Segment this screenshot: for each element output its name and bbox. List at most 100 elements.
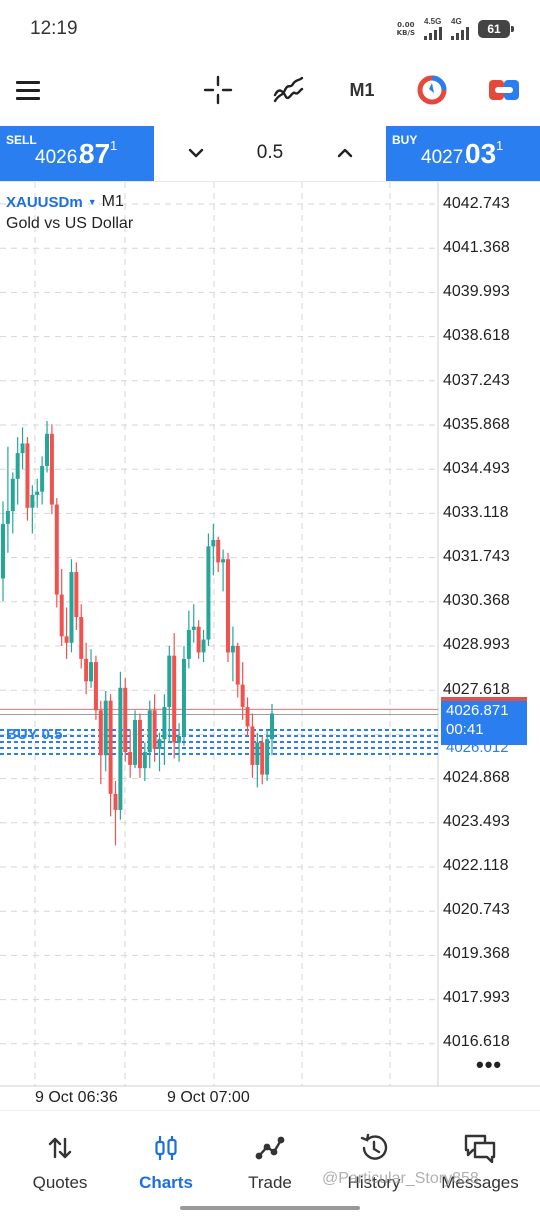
candle-body — [157, 739, 162, 749]
symbol-name: XAUUSDm — [6, 193, 83, 211]
candle-body — [152, 710, 157, 749]
price-tick-label: 4019.368 — [443, 945, 510, 962]
candle-body — [64, 636, 69, 643]
candle-body — [59, 594, 64, 637]
candle-body — [74, 572, 79, 618]
net-speed: 0.00 KB/S — [397, 21, 415, 37]
battery-level: 61 — [487, 22, 501, 36]
candle-body — [30, 494, 35, 508]
candle-body — [103, 700, 108, 756]
nav-quotes[interactable]: Quotes — [6, 1133, 114, 1193]
nav-messages[interactable]: Messages — [426, 1133, 534, 1193]
nav-history[interactable]: History — [320, 1133, 428, 1193]
candle-body — [5, 510, 10, 524]
price-tick-label: 4034.493 — [443, 460, 510, 477]
status-indicators: 0.00 KB/S 4.5G 4G 61 — [397, 18, 514, 40]
sell-price-fraction: 1 — [110, 138, 118, 153]
volume-input[interactable]: 0.5 — [256, 142, 284, 163]
candle-body — [250, 726, 255, 765]
bottom-navigation: Quotes Charts Trade History Messages — [0, 1110, 540, 1218]
nav-trade[interactable]: Trade — [216, 1133, 324, 1193]
sell-price-pips: 87 — [79, 138, 111, 169]
candle-body — [93, 662, 98, 711]
signal-icon: 4.5G — [424, 18, 442, 40]
caret-down-icon: ▼ — [87, 197, 97, 207]
nav-charts[interactable]: Charts — [112, 1133, 220, 1193]
net-speed-unit: KB/S — [396, 29, 415, 37]
candle-body — [216, 539, 221, 563]
candle-body — [162, 707, 167, 740]
sell-label: SELL — [6, 133, 37, 147]
candle-body — [20, 443, 25, 454]
candle-body — [45, 433, 50, 466]
buy-button[interactable]: BUY 4027. 03 1 — [386, 126, 540, 181]
bar-timer: 00:41 — [446, 721, 484, 738]
more-icon[interactable]: ••• — [476, 1052, 503, 1077]
quotes-icon — [6, 1133, 114, 1163]
candle-body — [201, 639, 206, 653]
signal-icon-secondary: 4G — [451, 18, 469, 40]
candle-body — [108, 700, 113, 794]
candle-body — [123, 687, 128, 753]
candle-body — [133, 719, 138, 765]
bid-price-value: 4026.871 — [446, 702, 509, 719]
price-tick-label: 4039.993 — [443, 283, 510, 300]
sell-button[interactable]: SELL 4026. 87 1 — [0, 126, 154, 181]
nav-label: Trade — [248, 1173, 292, 1192]
candle-body — [270, 713, 274, 740]
candle-body — [147, 710, 152, 753]
status-time: 12:19 — [30, 18, 78, 39]
candle-body — [260, 742, 265, 775]
indicators-icon[interactable] — [270, 72, 306, 108]
price-tick-label: 4023.493 — [443, 813, 510, 830]
candle-body — [265, 739, 270, 775]
price-chart[interactable]: BUY 0.5 4026.012 XAUUSDm ▼ M1 Gold vs US … — [0, 182, 540, 1110]
history-icon — [320, 1133, 428, 1163]
candle-body — [98, 710, 103, 756]
price-tick-label: 4020.743 — [443, 901, 510, 918]
candle-body — [137, 719, 142, 769]
candle-body — [15, 453, 20, 479]
price-tick-label: 4035.868 — [443, 416, 510, 433]
order-label: BUY 0.5 — [6, 726, 62, 743]
nav-label: Charts — [139, 1173, 193, 1192]
volume-decrease-button[interactable] — [185, 140, 207, 166]
candle-body — [1, 523, 5, 579]
price-tick-label: 4033.118 — [443, 504, 509, 521]
candle-body — [221, 559, 226, 563]
candle-body — [84, 658, 89, 682]
candle-body — [40, 465, 45, 492]
orders-icon[interactable] — [414, 72, 450, 108]
candle-body — [245, 707, 250, 727]
candle-body — [113, 793, 118, 810]
price-tick-label: 4041.368 — [443, 239, 510, 256]
price-tick-label: 4017.993 — [443, 989, 510, 1006]
battery-icon: 61 — [478, 20, 514, 38]
buy-price-fraction: 1 — [496, 138, 504, 153]
volume-increase-button[interactable] — [334, 140, 356, 166]
price-tick-label: 4024.868 — [443, 769, 510, 786]
home-indicator[interactable] — [180, 1206, 360, 1210]
candle-body — [79, 617, 84, 659]
candle-body — [10, 478, 15, 511]
sell-price-main: 4026. — [35, 147, 83, 168]
candle-body — [230, 646, 235, 653]
timeframe-button[interactable]: M1 — [349, 79, 375, 100]
candle-body — [142, 752, 147, 769]
nav-label: Quotes — [32, 1173, 88, 1192]
price-tick-label: 4022.118 — [443, 857, 509, 874]
price-tick-label: 4042.743 — [443, 195, 510, 212]
menu-icon[interactable] — [14, 72, 42, 108]
price-tick-label: 4028.993 — [443, 636, 510, 653]
network-type-a: 4.5G — [424, 17, 442, 26]
net-speed-value: 0.00 — [397, 21, 415, 29]
crosshair-icon[interactable] — [200, 72, 236, 108]
trade-icon[interactable] — [486, 72, 522, 108]
candle-body — [186, 629, 191, 659]
nav-label: History — [347, 1173, 401, 1192]
symbol-header[interactable]: XAUUSDm ▼ M1 — [6, 193, 124, 211]
network-type-b: 4G — [451, 17, 462, 26]
trade-nav-icon — [216, 1133, 324, 1163]
price-tick-label: 4027.618 — [443, 681, 510, 698]
